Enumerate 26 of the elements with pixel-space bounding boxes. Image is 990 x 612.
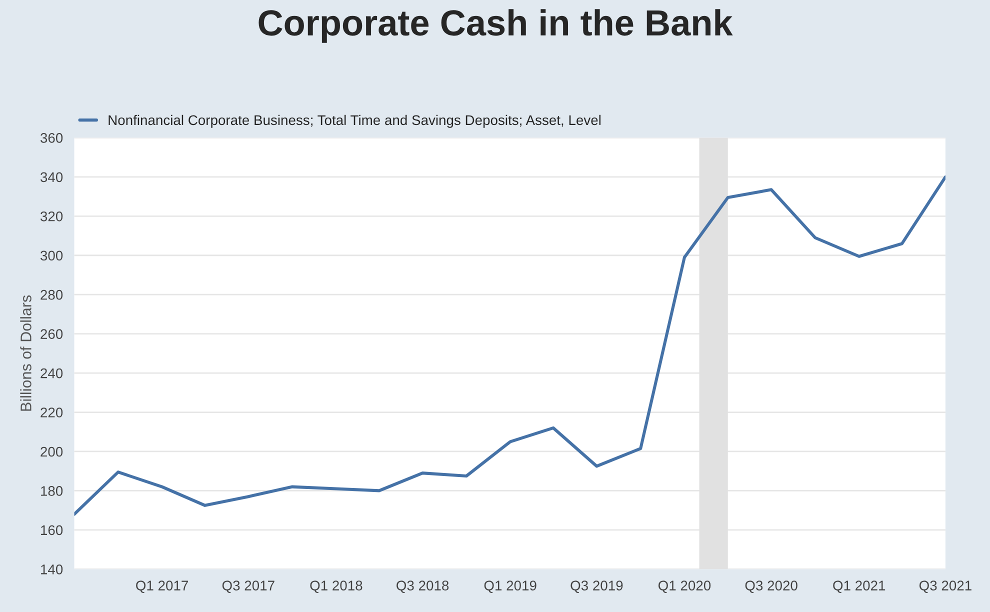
y-tick-label: 200 [40,446,63,457]
x-tick-label: Q3 2019 [570,580,623,593]
x-tick-label: Q1 2018 [310,580,362,593]
x-tick-label: Q1 2020 [658,580,711,593]
legend-label: Nonfinancial Corporate Business; Total Time and Savings Deposits; Asset, Level [108,114,600,128]
y-tick-label: 320 [40,211,63,222]
y-tick-label: 360 [40,133,63,143]
y-tick-label: 220 [40,408,63,418]
y-tick-label: 260 [40,329,63,339]
x-tick-label: Q3 2017 [222,580,274,593]
x-tick-label: Q3 2021 [919,580,972,593]
line-series [74,175,946,516]
x-tick-label: Q3 2020 [745,580,798,593]
y-tick-label: 160 [41,525,63,536]
y-axis-title: Billions of Dollars [20,295,32,411]
x-tick-label: Q1 2021 [833,580,886,593]
y-tick-label: 180 [41,486,63,496]
x-tick-label: Q3 2018 [396,580,449,593]
x-tick-label: Q1 2019 [484,580,536,593]
x-tick-label: Q1 2017 [136,580,188,593]
y-tick-label: 340 [40,172,63,182]
y-tick-label: 140 [41,564,63,574]
y-tick-label: 240 [40,368,63,378]
y-tick-label: 280 [40,290,63,300]
chart-title: Corporate Cash in the Bank [258,9,733,43]
y-tick-label: 300 [40,250,63,261]
